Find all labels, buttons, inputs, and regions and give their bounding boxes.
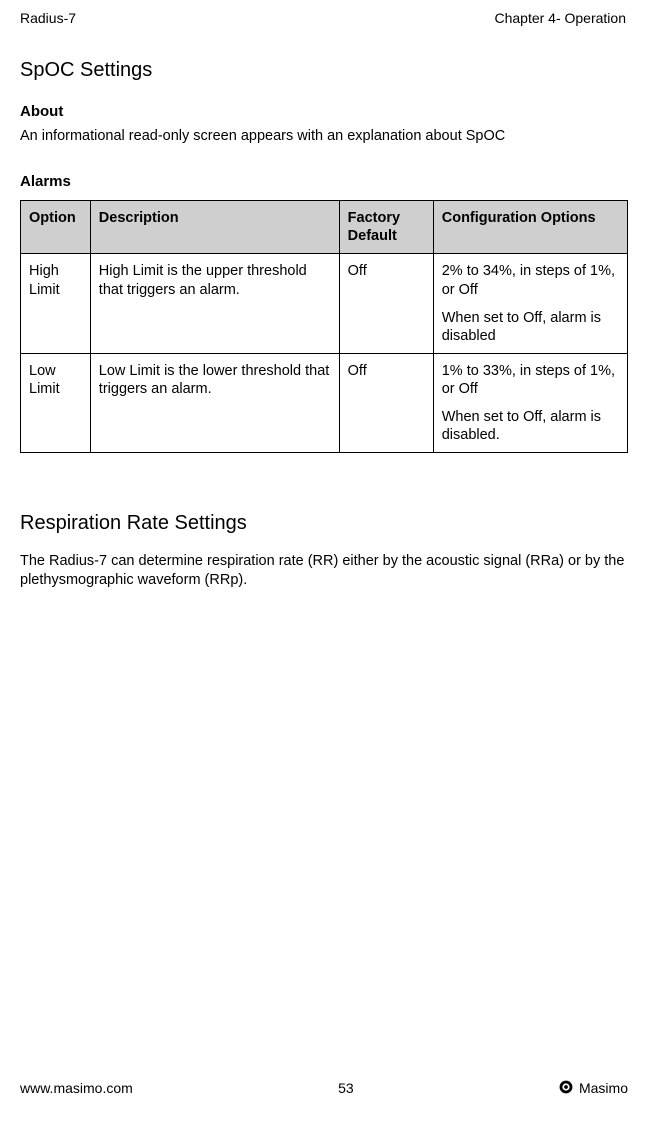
cell-config-line: When set to Off, alarm is disabled. xyxy=(442,408,619,444)
cell-config-line: 2% to 34%, in steps of 1%, or Off xyxy=(442,262,619,298)
masimo-logo-icon xyxy=(559,1080,573,1099)
table-header-row: Option Description Factory Default Confi… xyxy=(21,201,628,254)
cell-description: High Limit is the upper threshold that t… xyxy=(90,254,339,354)
footer-page-number: 53 xyxy=(338,1080,354,1098)
col-factory-default: Factory Default xyxy=(339,201,433,254)
chapter-label: Chapter 4- Operation xyxy=(494,10,626,28)
footer-brand: Masimo xyxy=(559,1080,628,1099)
cell-config-line: 1% to 33%, in steps of 1%, or Off xyxy=(442,362,619,398)
col-config-options: Configuration Options xyxy=(433,201,627,254)
about-text: An informational read-only screen appear… xyxy=(20,127,628,145)
col-description: Description xyxy=(90,201,339,254)
cell-option: High Limit xyxy=(21,254,91,354)
cell-factory-default: Off xyxy=(339,254,433,354)
col-option: Option xyxy=(21,201,91,254)
page-top-header: Radius-7 Chapter 4- Operation xyxy=(20,10,628,32)
cell-config: 2% to 34%, in steps of 1%, or Off When s… xyxy=(433,254,627,354)
cell-description: Low Limit is the lower threshold that tr… xyxy=(90,353,339,453)
table-row: High Limit High Limit is the upper thres… xyxy=(21,254,628,354)
alarms-heading: Alarms xyxy=(20,173,628,192)
product-name: Radius-7 xyxy=(20,10,76,28)
footer-url: www.masimo.com xyxy=(20,1080,133,1098)
cell-factory-default: Off xyxy=(339,353,433,453)
spoc-settings-title: SpOC Settings xyxy=(20,58,628,83)
footer-brand-text: Masimo xyxy=(579,1080,628,1098)
respiration-rate-body: The Radius-7 can determine respiration r… xyxy=(20,552,628,588)
table-row: Low Limit Low Limit is the lower thresho… xyxy=(21,353,628,453)
cell-config-line: When set to Off, alarm is disabled xyxy=(442,309,619,345)
alarms-table: Option Description Factory Default Confi… xyxy=(20,200,628,453)
page-footer: www.masimo.com 53 Masimo xyxy=(20,1080,628,1099)
cell-config: 1% to 33%, in steps of 1%, or Off When s… xyxy=(433,353,627,453)
cell-option: Low Limit xyxy=(21,353,91,453)
respiration-rate-title: Respiration Rate Settings xyxy=(20,511,628,536)
about-heading: About xyxy=(20,103,628,122)
